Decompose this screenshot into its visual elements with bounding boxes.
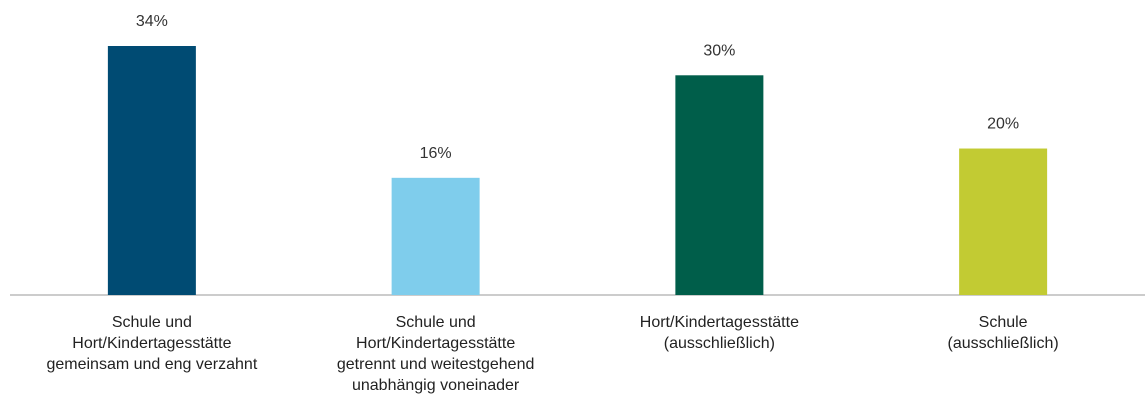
category-label: Schule und Hort/Kindertagesstätte gemein… (46, 314, 258, 373)
bar (107, 46, 196, 295)
bar (959, 148, 1048, 295)
value-label: 16% (420, 145, 452, 162)
bar (391, 177, 480, 295)
category-label: Hort/Kindertagesstätte (ausschließlich) (639, 314, 799, 352)
value-label: 34% (136, 13, 168, 30)
bar (675, 75, 764, 295)
category-label: Schule und Hort/Kindertagesstätte getren… (336, 314, 535, 394)
value-label: 30% (703, 43, 735, 60)
value-label: 20% (987, 116, 1019, 133)
category-label: Schule (ausschließlich) (947, 314, 1059, 352)
